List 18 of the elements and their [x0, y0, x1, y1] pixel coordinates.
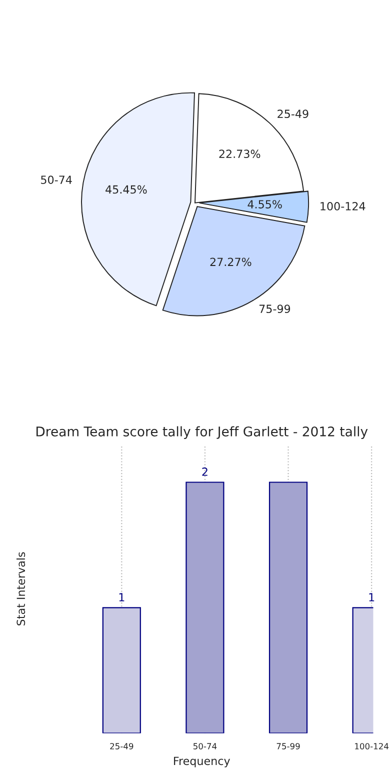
data-label: 1 [369, 593, 374, 602]
slice-label: 75-99 [259, 304, 290, 314]
data-label: 22.73% [219, 150, 260, 158]
x-tick-label: 25-49 [110, 743, 134, 750]
x-axis-title: Frequency [174, 756, 230, 768]
y-axis-title: Stat Intervals [16, 552, 26, 626]
data-label: 45.45% [106, 185, 147, 194]
slice-label: 50-74 [41, 176, 72, 184]
slice-label: 25-49 [278, 110, 308, 118]
slice-label: 100-124 [320, 202, 366, 210]
chart-title: Dream Team score tally for Jeff Garlett - 2012 tally [36, 426, 368, 440]
data-label: 2 [202, 468, 208, 476]
data-label: 4.55% [248, 200, 282, 208]
x-tick-label: 100-124 [355, 743, 389, 750]
x-tick-label: 50-74 [194, 743, 217, 750]
x-tick-label: 75-99 [276, 743, 300, 750]
data-label: 27.27% [210, 258, 252, 266]
data-label: 1 [119, 593, 124, 602]
